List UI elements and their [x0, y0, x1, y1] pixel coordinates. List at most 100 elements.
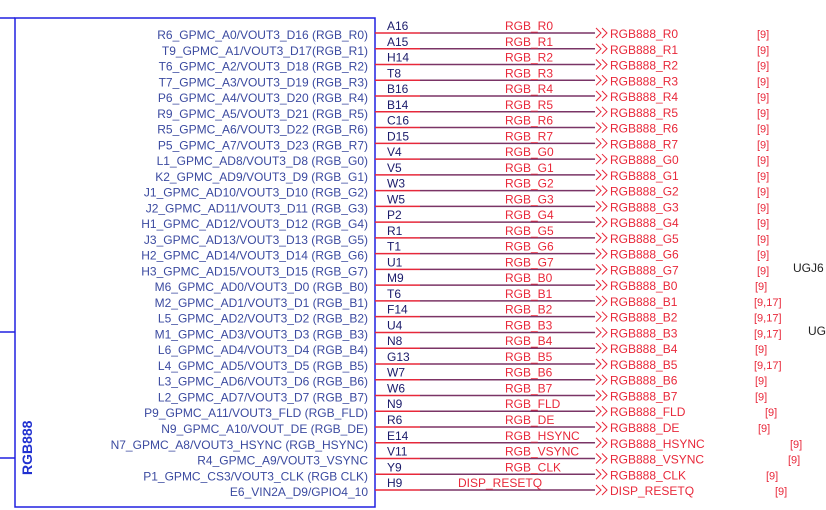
page-reference[interactable]: [9] — [790, 439, 802, 451]
port-label[interactable]: RGB888_B4 — [610, 342, 678, 356]
port-label[interactable]: RGB888_B6 — [610, 374, 678, 388]
page-reference[interactable]: [9,17] — [754, 360, 782, 372]
port-label[interactable]: RGB888_R5 — [610, 106, 678, 120]
pin-number: A16 — [387, 19, 409, 33]
pin-number: D15 — [387, 129, 409, 143]
page-reference[interactable]: [9] — [757, 265, 769, 277]
offpage-connector-icon — [595, 279, 608, 291]
page-reference[interactable]: [9] — [757, 61, 769, 73]
page-reference[interactable]: [9] — [755, 344, 767, 356]
offpage-connector-icon — [595, 122, 608, 133]
page-reference[interactable]: [9] — [757, 187, 769, 199]
port-label[interactable]: RGB888_G2 — [610, 185, 679, 199]
page-reference[interactable]: [9] — [757, 139, 769, 151]
pin-number: N8 — [387, 334, 403, 348]
page-reference[interactable]: [9] — [757, 124, 769, 136]
net-label: RGB_G0 — [505, 145, 554, 159]
page-reference[interactable]: [9] — [757, 155, 769, 167]
side-label-ug: UG — [808, 324, 826, 338]
page-reference[interactable]: [9] — [775, 486, 787, 498]
net-label: RGB_FLD — [505, 397, 561, 411]
port-label[interactable]: RGB888_B3 — [610, 326, 678, 340]
page-reference[interactable]: [9] — [755, 376, 767, 388]
pin-row: L3_GPMC_AD6/VOUT3_D6 (RGB_B6) W7 RGB_B6 RGB… — [158, 366, 767, 389]
offpage-connector-icon — [595, 468, 608, 480]
port-label[interactable]: RGB888_B7 — [610, 389, 678, 403]
pin-number: F14 — [387, 303, 408, 317]
port-label[interactable]: RGB888_G4 — [610, 216, 679, 230]
net-label: RGB_B1 — [505, 287, 553, 301]
net-label: RGB_B0 — [505, 271, 553, 285]
page-reference[interactable]: [9] — [757, 92, 769, 104]
net-label: RGB_DE — [505, 413, 554, 427]
offpage-connector-icon — [595, 311, 608, 323]
port-label[interactable]: RGB888_HSYNC — [610, 437, 705, 451]
port-label[interactable]: RGB888_CLK — [610, 468, 686, 482]
pin-function: P1_GPMC_CS3/VOUT3_CLK (RGB CLK) — [143, 469, 368, 483]
page-reference[interactable]: [9] — [757, 76, 769, 88]
page-reference[interactable]: [9] — [765, 407, 777, 419]
page-reference[interactable]: [9] — [757, 29, 769, 41]
page-reference[interactable]: [9,17] — [754, 297, 782, 309]
port-label[interactable]: RGB888_G1 — [610, 169, 679, 183]
port-label[interactable]: RGB888_R6 — [610, 122, 678, 136]
page-reference[interactable]: [9] — [757, 108, 769, 120]
pin-number: R1 — [387, 224, 403, 238]
port-label[interactable]: DISP_RESETQ — [610, 484, 694, 498]
page-reference[interactable]: [9,17] — [754, 328, 782, 340]
port-label[interactable]: RGB888_B1 — [610, 295, 678, 309]
pin-number: P2 — [387, 208, 402, 222]
port-label[interactable]: RGB888_G7 — [610, 263, 679, 277]
pin-number: T6 — [387, 287, 401, 301]
page-reference[interactable]: [9] — [757, 202, 769, 214]
port-label[interactable]: RGB888_G5 — [610, 232, 679, 246]
pin-number: A15 — [387, 35, 409, 49]
component-box — [0, 17, 376, 508]
port-label[interactable]: RGB888_B5 — [610, 358, 678, 372]
pin-row: P1_GPMC_CS3/VOUT3_CLK (RGB CLK) Y9 RGB_CLK… — [143, 460, 778, 483]
port-label[interactable]: RGB888_G0 — [610, 153, 679, 167]
page-reference[interactable]: [9] — [788, 455, 800, 467]
pin-function: N7_GPMC_A8/VOUT3_HSYNC (RGB_HSYNC) — [111, 438, 368, 452]
port-label[interactable]: RGB888_DE — [610, 421, 679, 435]
net-label: RGB_R2 — [505, 51, 553, 65]
pin-row: H3_GPMC_AD15/VOUT3_D15 (RGB_G7) U1 RGB_G7 R… — [141, 255, 769, 278]
pin-row: L6_GPMC_AD4/VOUT3_D4 (RGB_B4) N8 RGB_B4 RGB… — [158, 334, 767, 357]
port-label[interactable]: RGB888_B0 — [610, 279, 678, 293]
component-title: RGB888 — [19, 420, 35, 475]
page-reference[interactable]: [9] — [766, 470, 778, 482]
page-reference[interactable]: [9] — [757, 218, 769, 230]
page-reference[interactable]: [9] — [755, 281, 767, 293]
offpage-connector-icon — [595, 264, 608, 275]
port-label[interactable]: RGB888_R0 — [610, 27, 678, 41]
port-label[interactable]: RGB888_R3 — [610, 74, 678, 88]
page-reference[interactable]: [9] — [757, 45, 769, 57]
port-label[interactable]: RGB888_G3 — [610, 200, 679, 214]
port-label[interactable]: RGB888_R4 — [610, 90, 678, 104]
pin-row: L1_GPMC_AD8/VOUT3_D8 (RGB_G0) V4 RGB_G0 RGB… — [157, 145, 770, 168]
pin-function: L6_GPMC_AD4/VOUT3_D4 (RGB_B4) — [158, 343, 368, 357]
pin-function: M1_GPMC_AD3/VOUT3_D3 (RGB_B3) — [155, 327, 368, 341]
pin-row: M2_GPMC_AD1/VOUT3_D1 (RGB_B1) T6 RGB_B1 RGB… — [155, 287, 782, 310]
pin-row: P5_GPMC_A7/VOUT3_D23 (RGB_R7) D15 RGB_R7 RG… — [158, 129, 769, 152]
pin-number: V4 — [387, 145, 402, 159]
page-reference[interactable]: [9] — [757, 250, 769, 262]
page-reference[interactable]: [9,17] — [754, 313, 782, 325]
page-reference[interactable]: [9] — [755, 391, 767, 403]
port-label[interactable]: RGB888_FLD — [610, 405, 686, 419]
page-reference[interactable]: [9] — [757, 234, 769, 246]
net-label: RGB_G5 — [505, 224, 554, 238]
port-label[interactable]: RGB888_R2 — [610, 59, 678, 73]
page-reference[interactable]: [9] — [758, 423, 770, 435]
page-reference[interactable]: [9] — [757, 171, 769, 183]
port-label[interactable]: RGB888_R7 — [610, 137, 678, 151]
port-label[interactable]: RGB888_G6 — [610, 248, 679, 262]
pin-row: J3_GPMC_AD13/VOUT3_D13 (RGB_G5) R1 RGB_G5 R… — [144, 224, 769, 247]
port-label[interactable]: RGB888_VSYNC — [610, 453, 704, 467]
pin-number: V5 — [387, 161, 402, 175]
pin-function: T7_GPMC_A3/VOUT3_D19 (RGB_R3) — [159, 75, 368, 89]
net-label: RGB_R6 — [505, 114, 553, 128]
port-label[interactable]: RGB888_R1 — [610, 43, 678, 57]
pin-function: H1_GPMC_AD12/VOUT3_D12 (RGB_G4) — [141, 217, 368, 231]
port-label[interactable]: RGB888_B2 — [610, 311, 678, 325]
